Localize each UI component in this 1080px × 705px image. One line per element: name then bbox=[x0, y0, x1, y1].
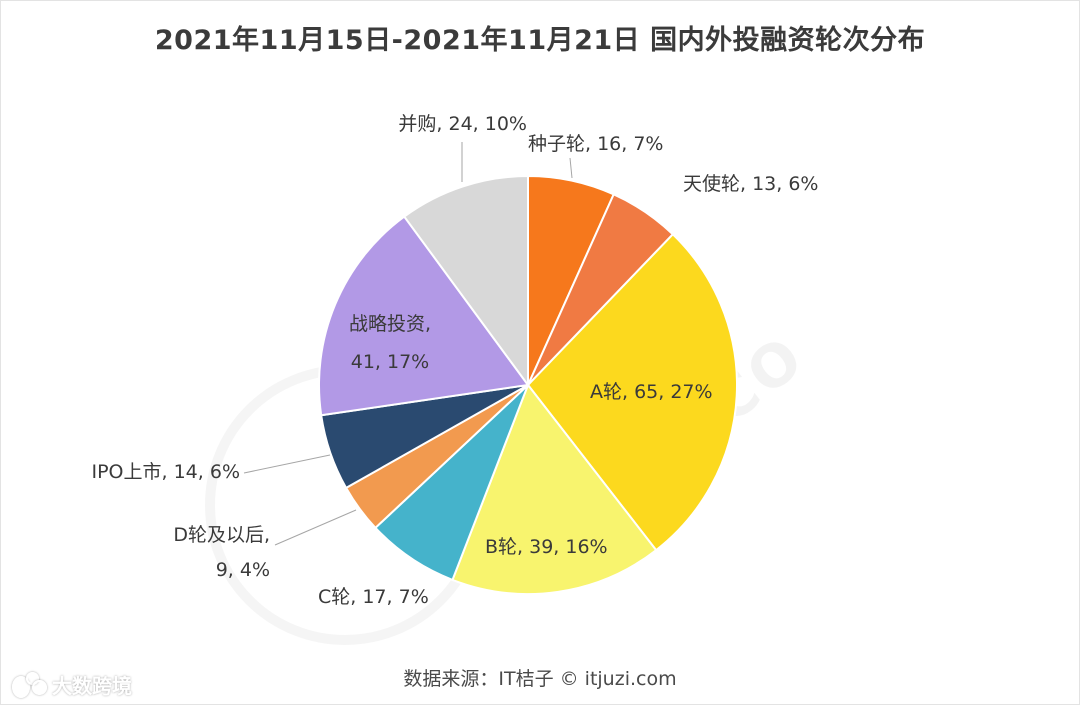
pie-slice-2 bbox=[526, 232, 738, 552]
slice-label-2: A轮, 65, 27% bbox=[590, 381, 713, 403]
pie-slice-7 bbox=[318, 215, 530, 417]
leader-lines bbox=[243, 142, 573, 546]
source-note: 数据来源：IT桔子 © itjuzi.com bbox=[403, 668, 677, 690]
slice-label-6: IPO上市, 14, 6% bbox=[92, 461, 241, 483]
slice-label-4: C轮, 17, 7% bbox=[318, 586, 429, 608]
slice-label-7-line-1: 41, 17% bbox=[351, 351, 430, 373]
slice-label-8: 并购, 24, 10% bbox=[398, 113, 527, 135]
pie-slices bbox=[318, 174, 738, 595]
leader-line-0 bbox=[569, 157, 573, 179]
brand-logo: 大数跨境 bbox=[12, 670, 132, 699]
chart-title: 2021年11月15日-2021年11月21日 国内外投融资轮次分布 bbox=[154, 25, 926, 56]
pie-slice-8 bbox=[402, 174, 529, 389]
brand-bubbles-icon bbox=[12, 671, 47, 698]
slice-label-0: 种子轮, 16, 7% bbox=[528, 133, 663, 155]
slice-label-7-line-0: 战略投资, bbox=[349, 313, 431, 335]
slice-label-3: B轮, 39, 16% bbox=[485, 536, 608, 558]
leader-line-6 bbox=[243, 454, 331, 474]
leader-line-5 bbox=[274, 509, 357, 546]
slice-label-5-line-1: 9, 4% bbox=[216, 559, 270, 581]
slice-label-1: 天使轮, 13, 6% bbox=[683, 173, 818, 195]
pie-slice-3 bbox=[451, 382, 658, 595]
slice-label-5-line-0: D轮及以后, bbox=[173, 524, 270, 546]
slice-labels: 种子轮, 16, 7% 天使轮, 13, 6% A轮, 65, 27% B轮, 39,… bbox=[92, 113, 819, 608]
brand-name: 大数跨境 bbox=[52, 674, 132, 698]
